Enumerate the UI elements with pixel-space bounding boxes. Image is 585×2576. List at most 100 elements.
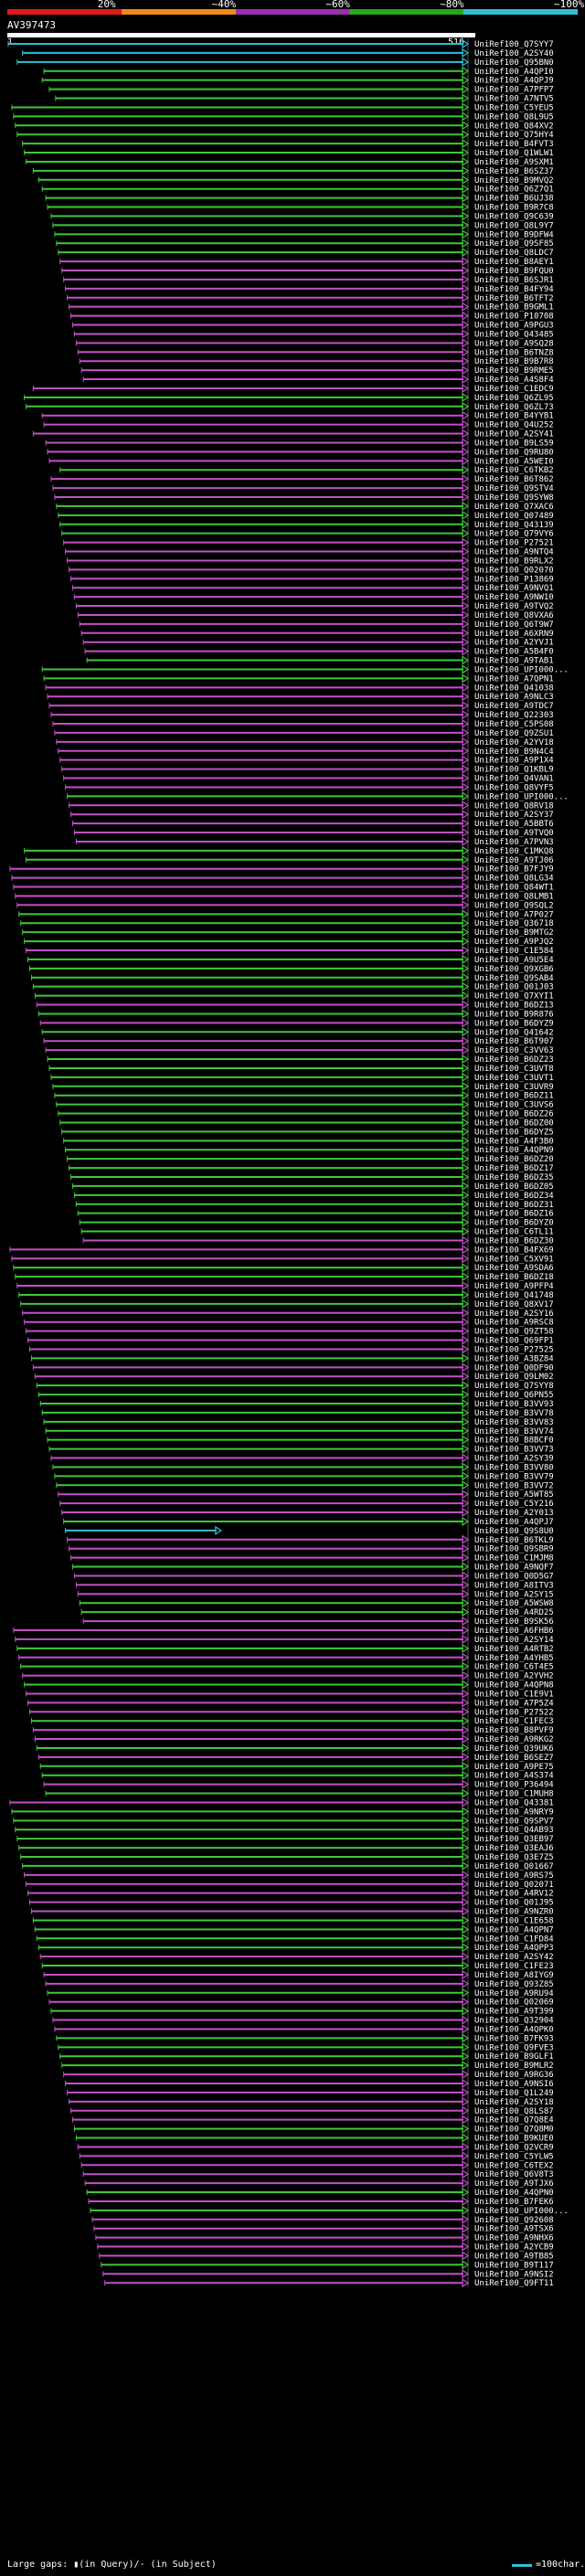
hit-label[interactable]: UniRef100_C6T4E5 <box>474 1663 554 1672</box>
hit-label[interactable]: UniRef100_Q4VAN1 <box>474 775 554 784</box>
hit-label[interactable]: UniRef100_Q9XGB6 <box>474 965 554 974</box>
hit-label[interactable]: UniRef100_A9PE75 <box>474 1763 554 1772</box>
hit-label[interactable]: UniRef100_B9MLR2 <box>474 2062 554 2071</box>
hit-label[interactable]: UniRef100_A4RTB2 <box>474 1645 554 1654</box>
hit-label[interactable]: UniRef100_Q8LG34 <box>474 875 554 884</box>
hit-label[interactable]: UniRef100_Q9STV4 <box>474 484 554 493</box>
hit-label[interactable]: UniRef100_A9RKG2 <box>474 1735 554 1744</box>
hit-label[interactable]: UniRef100_Q7XAC6 <box>474 503 554 512</box>
hit-label[interactable]: UniRef100_B3VV72 <box>474 1481 554 1490</box>
hit-label[interactable]: UniRef100_C5YLW5 <box>474 2152 554 2161</box>
hit-label[interactable]: UniRef100_Q4AB93 <box>474 1826 554 1835</box>
hit-label[interactable]: UniRef100_Q9SBR9 <box>474 1545 554 1554</box>
hit-label[interactable]: UniRef100_Q9FVE3 <box>474 2043 554 2052</box>
hit-label[interactable]: UniRef100_Q6ZL95 <box>474 394 554 403</box>
hit-label[interactable]: UniRef100_A9NHX6 <box>474 2234 554 2243</box>
hit-label[interactable]: UniRef100_C6TEX2 <box>474 2161 554 2170</box>
hit-label[interactable]: UniRef100_B6TKL9 <box>474 1536 554 1545</box>
hit-label[interactable]: UniRef100_B6DZ11 <box>474 1092 554 1101</box>
hit-label[interactable]: UniRef100_Q2VCR9 <box>474 2143 554 2152</box>
hit-label[interactable]: UniRef100_Q8VXA6 <box>474 611 554 620</box>
hit-label[interactable]: UniRef100_B3VV80 <box>474 1463 554 1472</box>
hit-label[interactable]: UniRef100_B8AEY1 <box>474 258 554 267</box>
hit-label[interactable]: UniRef100_Q7Q8E4 <box>474 2116 554 2125</box>
hit-label[interactable]: UniRef100_Q22303 <box>474 711 554 720</box>
hit-label[interactable]: UniRef100_A9T399 <box>474 2008 554 2017</box>
hit-label[interactable]: UniRef100_Q01667 <box>474 1862 554 1871</box>
hit-label[interactable]: UniRef100_A9TVQ0 <box>474 829 554 838</box>
hit-label[interactable]: UniRef100_A9U5E4 <box>474 956 554 965</box>
hit-label[interactable]: UniRef100_A9NSI6 <box>474 2080 554 2089</box>
hit-label[interactable]: UniRef100_A6FHB6 <box>474 1627 554 1636</box>
hit-label[interactable]: UniRef100_C1FEC3 <box>474 1717 554 1726</box>
hit-label[interactable]: UniRef100_B4YYB1 <box>474 412 554 421</box>
hit-label[interactable]: UniRef100_Q43139 <box>474 521 554 530</box>
hit-label[interactable]: UniRef100_B6DZ26 <box>474 1110 554 1119</box>
hit-label[interactable]: UniRef100_A9PFP4 <box>474 1282 554 1291</box>
hit-label[interactable]: UniRef100_B3VV74 <box>474 1427 554 1436</box>
hit-label[interactable]: UniRef100_B6DZ20 <box>474 1155 554 1164</box>
hit-label[interactable]: UniRef100_B6DYZ5 <box>474 1128 554 1137</box>
hit-label[interactable]: UniRef100_Q69FP1 <box>474 1337 554 1346</box>
hit-label[interactable]: UniRef100_C1E658 <box>474 1916 554 1925</box>
hit-label[interactable]: UniRef100_B9R876 <box>474 1010 554 1019</box>
hit-label[interactable]: UniRef100_C3UVS6 <box>474 1101 554 1110</box>
hit-label[interactable]: UniRef100_B7FEK6 <box>474 2198 554 2207</box>
hit-label[interactable]: UniRef100_A9NVQ1 <box>474 584 554 593</box>
hit-label[interactable]: UniRef100_Q41748 <box>474 1291 554 1300</box>
hit-label[interactable]: UniRef100_Q1KBL9 <box>474 766 554 775</box>
hit-label[interactable]: UniRef100_A9NW10 <box>474 593 554 602</box>
hit-label[interactable]: UniRef100_A7QPN1 <box>474 674 554 684</box>
hit-label[interactable]: UniRef100_Q01J95 <box>474 1899 554 1908</box>
hit-label[interactable]: UniRef100_A9NSI2 <box>474 2270 554 2279</box>
hit-label[interactable]: UniRef100_Q7SYY7 <box>474 40 554 49</box>
hit-label[interactable]: UniRef100_Q8LS87 <box>474 2107 554 2116</box>
hit-label[interactable]: UniRef100_A9RS75 <box>474 1871 554 1881</box>
hit-label[interactable]: UniRef100_A2SY14 <box>474 1636 554 1645</box>
hit-label[interactable]: UniRef100_B6DYZ9 <box>474 1019 554 1028</box>
hit-label[interactable]: UniRef100_B3VV73 <box>474 1446 554 1455</box>
hit-label[interactable]: UniRef100_Q9S8U0 <box>474 1527 554 1536</box>
hit-label[interactable]: UniRef100_A4QPI0 <box>474 68 554 77</box>
hit-label[interactable]: UniRef100_Q92608 <box>474 2216 554 2225</box>
hit-label[interactable]: UniRef100_B6TNZ8 <box>474 348 554 357</box>
hit-label[interactable]: UniRef100_A9NRY9 <box>474 1807 554 1817</box>
hit-label[interactable]: UniRef100_P13869 <box>474 575 554 584</box>
hit-label[interactable]: UniRef100_P27522 <box>474 1708 554 1717</box>
hit-label[interactable]: UniRef100_A2SY18 <box>474 2098 554 2107</box>
hit-label[interactable]: UniRef100_A2SY39 <box>474 1455 554 1464</box>
hit-label[interactable]: UniRef100_A8ITV3 <box>474 1581 554 1590</box>
hit-label[interactable]: UniRef100_A5WSW8 <box>474 1599 554 1608</box>
hit-label[interactable]: UniRef100_Q8LMB1 <box>474 892 554 901</box>
hit-label[interactable]: UniRef100_Q84XV2 <box>474 122 554 131</box>
hit-label[interactable]: UniRef100_Q8VYF5 <box>474 783 554 792</box>
hit-label[interactable]: UniRef100_A9NTQ4 <box>474 548 554 557</box>
hit-label[interactable]: UniRef100_B9RME5 <box>474 366 554 376</box>
hit-label[interactable]: UniRef100_B9MTG2 <box>474 928 554 938</box>
hit-label[interactable]: UniRef100_A4YHB5 <box>474 1654 554 1663</box>
hit-label[interactable]: UniRef100_Q3E7Z5 <box>474 1853 554 1862</box>
hit-label[interactable]: UniRef100_Q8XV17 <box>474 1300 554 1309</box>
hit-label[interactable]: UniRef100_A2Y013 <box>474 1509 554 1518</box>
hit-label[interactable]: UniRef100_Q41038 <box>474 684 554 693</box>
hit-label[interactable]: UniRef100_Q75HY4 <box>474 131 554 140</box>
hit-label[interactable]: UniRef100_A2SY15 <box>474 1590 554 1599</box>
hit-label[interactable]: UniRef100_A4QPK0 <box>474 2025 554 2034</box>
hit-label[interactable]: UniRef100_B9SK56 <box>474 1617 554 1627</box>
hit-label[interactable]: UniRef100_B9LS59 <box>474 439 554 448</box>
hit-label[interactable]: UniRef100_Q3EB97 <box>474 1835 554 1844</box>
hit-label[interactable]: UniRef100_Q01J03 <box>474 983 554 992</box>
hit-label[interactable]: UniRef100_A3BZ84 <box>474 1354 554 1363</box>
hit-label[interactable]: UniRef100_B6DZ23 <box>474 1055 554 1065</box>
hit-label[interactable]: UniRef100_Q8LDC7 <box>474 249 554 258</box>
hit-label[interactable]: UniRef100_A5BBT6 <box>474 820 554 829</box>
hit-label[interactable]: UniRef100_C1E9V1 <box>474 1690 554 1699</box>
hit-label[interactable]: UniRef100_B9FQU0 <box>474 267 554 276</box>
hit-label[interactable]: UniRef100_B7FJY9 <box>474 865 554 875</box>
hit-label[interactable]: UniRef100_A9NQF7 <box>474 1564 554 1573</box>
hit-label[interactable]: UniRef100_C3UVR9 <box>474 1083 554 1092</box>
hit-label[interactable]: UniRef100_Q1WLW1 <box>474 149 554 158</box>
hit-label[interactable]: UniRef100_C3VV63 <box>474 1046 554 1055</box>
hit-label[interactable]: UniRef100_C1MJM8 <box>474 1554 554 1564</box>
hit-label[interactable]: UniRef100_B6DZ31 <box>474 1201 554 1210</box>
